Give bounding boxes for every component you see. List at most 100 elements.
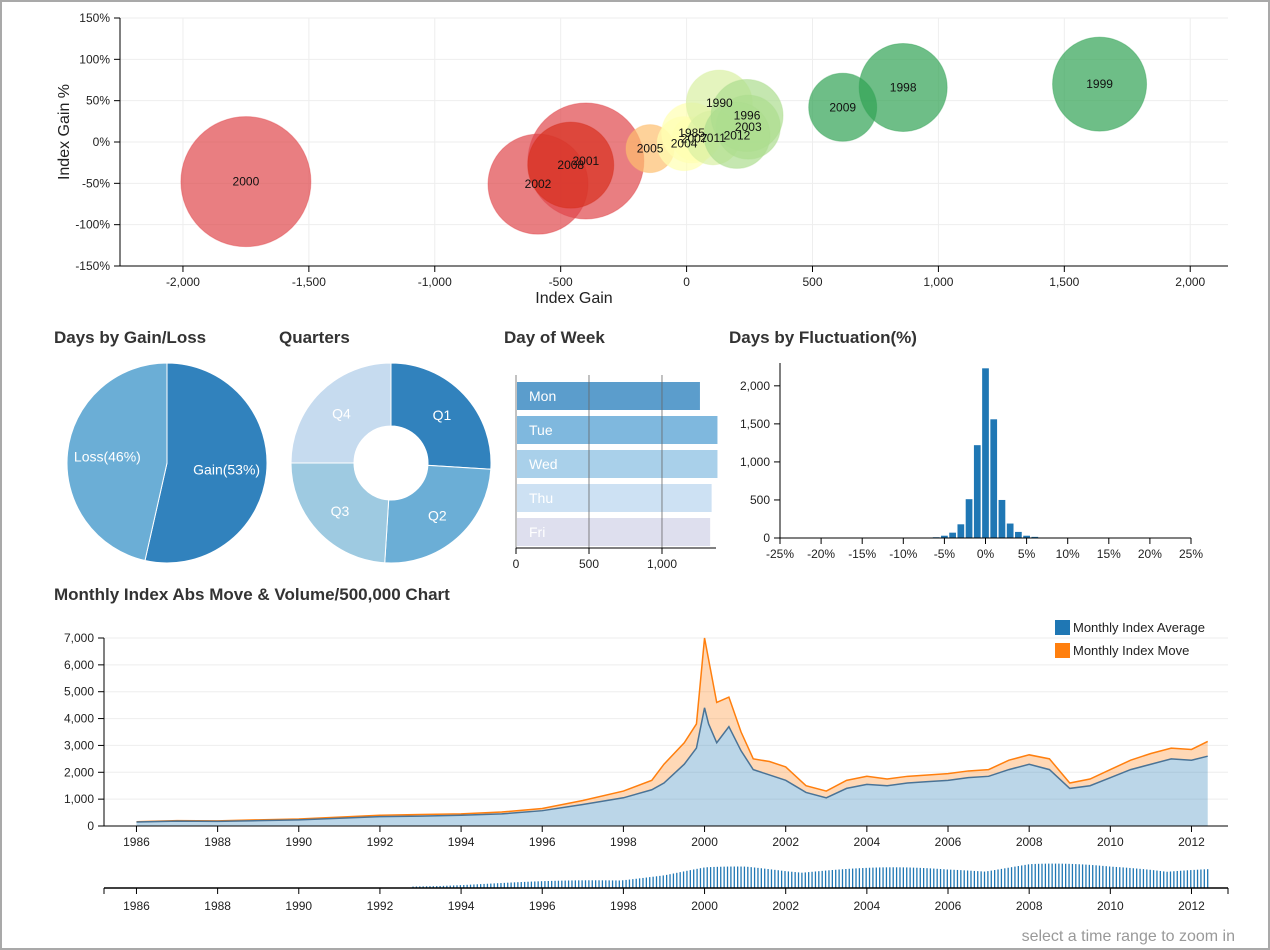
legend-swatch[interactable] xyxy=(1055,643,1070,658)
volume-bar xyxy=(689,870,691,888)
volume-bar xyxy=(1004,868,1006,888)
volume-x-tick-label: 1994 xyxy=(448,899,475,913)
quarters-slice-q1[interactable] xyxy=(390,362,492,470)
fluctuation-bar[interactable] xyxy=(1031,536,1039,538)
volume-bar xyxy=(486,883,489,888)
volume-bar xyxy=(713,866,715,888)
volume-bar xyxy=(1058,863,1060,888)
time-range-brush[interactable] xyxy=(104,860,1228,888)
day-bar-wed[interactable] xyxy=(517,450,718,478)
volume-bar xyxy=(628,879,631,888)
bubble-1999[interactable] xyxy=(1052,36,1148,132)
volume-bar xyxy=(513,882,516,888)
volume-bar xyxy=(567,880,570,888)
volume-bar xyxy=(740,866,742,888)
volume-bar xyxy=(980,871,982,888)
volume-bar xyxy=(1010,867,1013,888)
monthly-y-tick-label: 0 xyxy=(87,819,94,833)
fluctuation-bar[interactable] xyxy=(1023,535,1030,538)
volume-bar xyxy=(950,869,952,888)
bubble-x-axis-label: Index Gain xyxy=(535,290,612,307)
bubble-1998[interactable] xyxy=(858,42,948,132)
volume-x-tick-label: 2000 xyxy=(691,899,718,913)
volume-bar xyxy=(916,867,918,888)
monthly-average-area xyxy=(136,707,1208,826)
volume-bar xyxy=(1186,870,1189,888)
bubble-x-tick-label: -500 xyxy=(549,275,573,289)
volume-bar xyxy=(774,869,776,888)
volume-bar xyxy=(824,870,827,888)
volume-bar xyxy=(770,869,773,888)
volume-bar xyxy=(1200,869,1202,888)
fluctuation-bar[interactable] xyxy=(982,368,989,538)
fluctuation-bar[interactable] xyxy=(1006,523,1014,538)
fluctuation-bar[interactable] xyxy=(941,535,948,538)
monthly-x-tick-label: 1986 xyxy=(123,835,150,849)
fluct-x-tick-label: 5% xyxy=(1018,547,1036,561)
volume-bar xyxy=(635,878,637,888)
volume-bar xyxy=(1183,870,1185,888)
gain-loss-title: Days by Gain/Loss xyxy=(54,328,207,347)
volume-bar xyxy=(922,868,925,888)
volume-bar xyxy=(875,867,877,888)
volume-bar xyxy=(503,882,505,888)
volume-bar xyxy=(473,884,475,888)
volume-bar xyxy=(879,867,881,888)
bubble-2012[interactable] xyxy=(703,101,771,169)
monthly-average-line[interactable] xyxy=(136,707,1208,823)
quarters-slice-q2[interactable] xyxy=(384,464,492,564)
volume-bar xyxy=(1078,864,1080,888)
gain-loss-slice-gain53[interactable] xyxy=(144,362,268,564)
volume-bar xyxy=(973,870,976,888)
bubble-y-tick-label: 50% xyxy=(86,94,110,108)
volume-bar xyxy=(912,867,915,888)
day-bar-tue[interactable] xyxy=(517,416,718,444)
day-x-tick-label: 0 xyxy=(513,557,520,571)
volume-bar xyxy=(808,872,810,888)
volume-bar xyxy=(1000,868,1003,888)
fluctuation-bar[interactable] xyxy=(973,445,981,538)
monthly-x-tick-label: 2008 xyxy=(1016,835,1043,849)
volume-bar xyxy=(706,867,708,888)
quarters-slice-q4[interactable] xyxy=(290,362,392,464)
volume-x-tick-label: 1992 xyxy=(367,899,394,913)
volume-bar xyxy=(960,870,962,888)
day-of-week-title: Day of Week xyxy=(504,328,605,347)
volume-bar xyxy=(507,882,509,888)
volume-x-tick-label: 2010 xyxy=(1097,899,1124,913)
bubble-label: 2001 xyxy=(573,154,600,168)
fluctuation-bar[interactable] xyxy=(949,532,956,538)
volume-bar xyxy=(936,868,938,888)
bubble-chart: -2,000 -1,500 -1,000 -500 0 500 1,000 1,500 2,00… xyxy=(56,11,1228,307)
volume-bar xyxy=(845,869,847,888)
day-bar-thu[interactable] xyxy=(517,484,712,512)
volume-bar xyxy=(872,867,874,888)
bubble-label: 2007 xyxy=(681,132,708,146)
monthly-move-line[interactable] xyxy=(136,637,1209,823)
volume-bar xyxy=(1115,866,1118,888)
fluctuation-bar[interactable] xyxy=(957,524,965,538)
fluctuation-bar[interactable] xyxy=(998,499,1006,538)
volume-bar xyxy=(743,866,746,888)
fluctuation-bar[interactable] xyxy=(965,499,973,538)
volume-bar xyxy=(554,880,556,888)
volume-bar xyxy=(483,883,485,888)
day-bar-fri[interactable] xyxy=(517,518,711,546)
gain-loss-slice-loss46[interactable] xyxy=(66,362,168,562)
bubble-x-tick-label: 0 xyxy=(683,275,690,289)
monthly-x-tick-label: 1990 xyxy=(285,835,312,849)
bubble-2000[interactable] xyxy=(180,116,312,248)
fluctuation-bar[interactable] xyxy=(990,419,998,538)
quarters-slice-q3[interactable] xyxy=(290,462,390,564)
day-bar-label: Tue xyxy=(529,422,553,438)
volume-bar xyxy=(584,880,587,888)
volume-bar xyxy=(892,867,894,888)
volume-bar xyxy=(703,867,705,888)
day-bar-mon[interactable] xyxy=(517,382,700,410)
volume-bar xyxy=(723,866,725,888)
quarters-chart: Q1 Q2 Q3 Q4 xyxy=(290,362,492,564)
fluctuation-bar[interactable] xyxy=(1015,531,1022,538)
bubble-2008[interactable] xyxy=(527,121,615,209)
legend-swatch[interactable] xyxy=(1055,620,1070,635)
